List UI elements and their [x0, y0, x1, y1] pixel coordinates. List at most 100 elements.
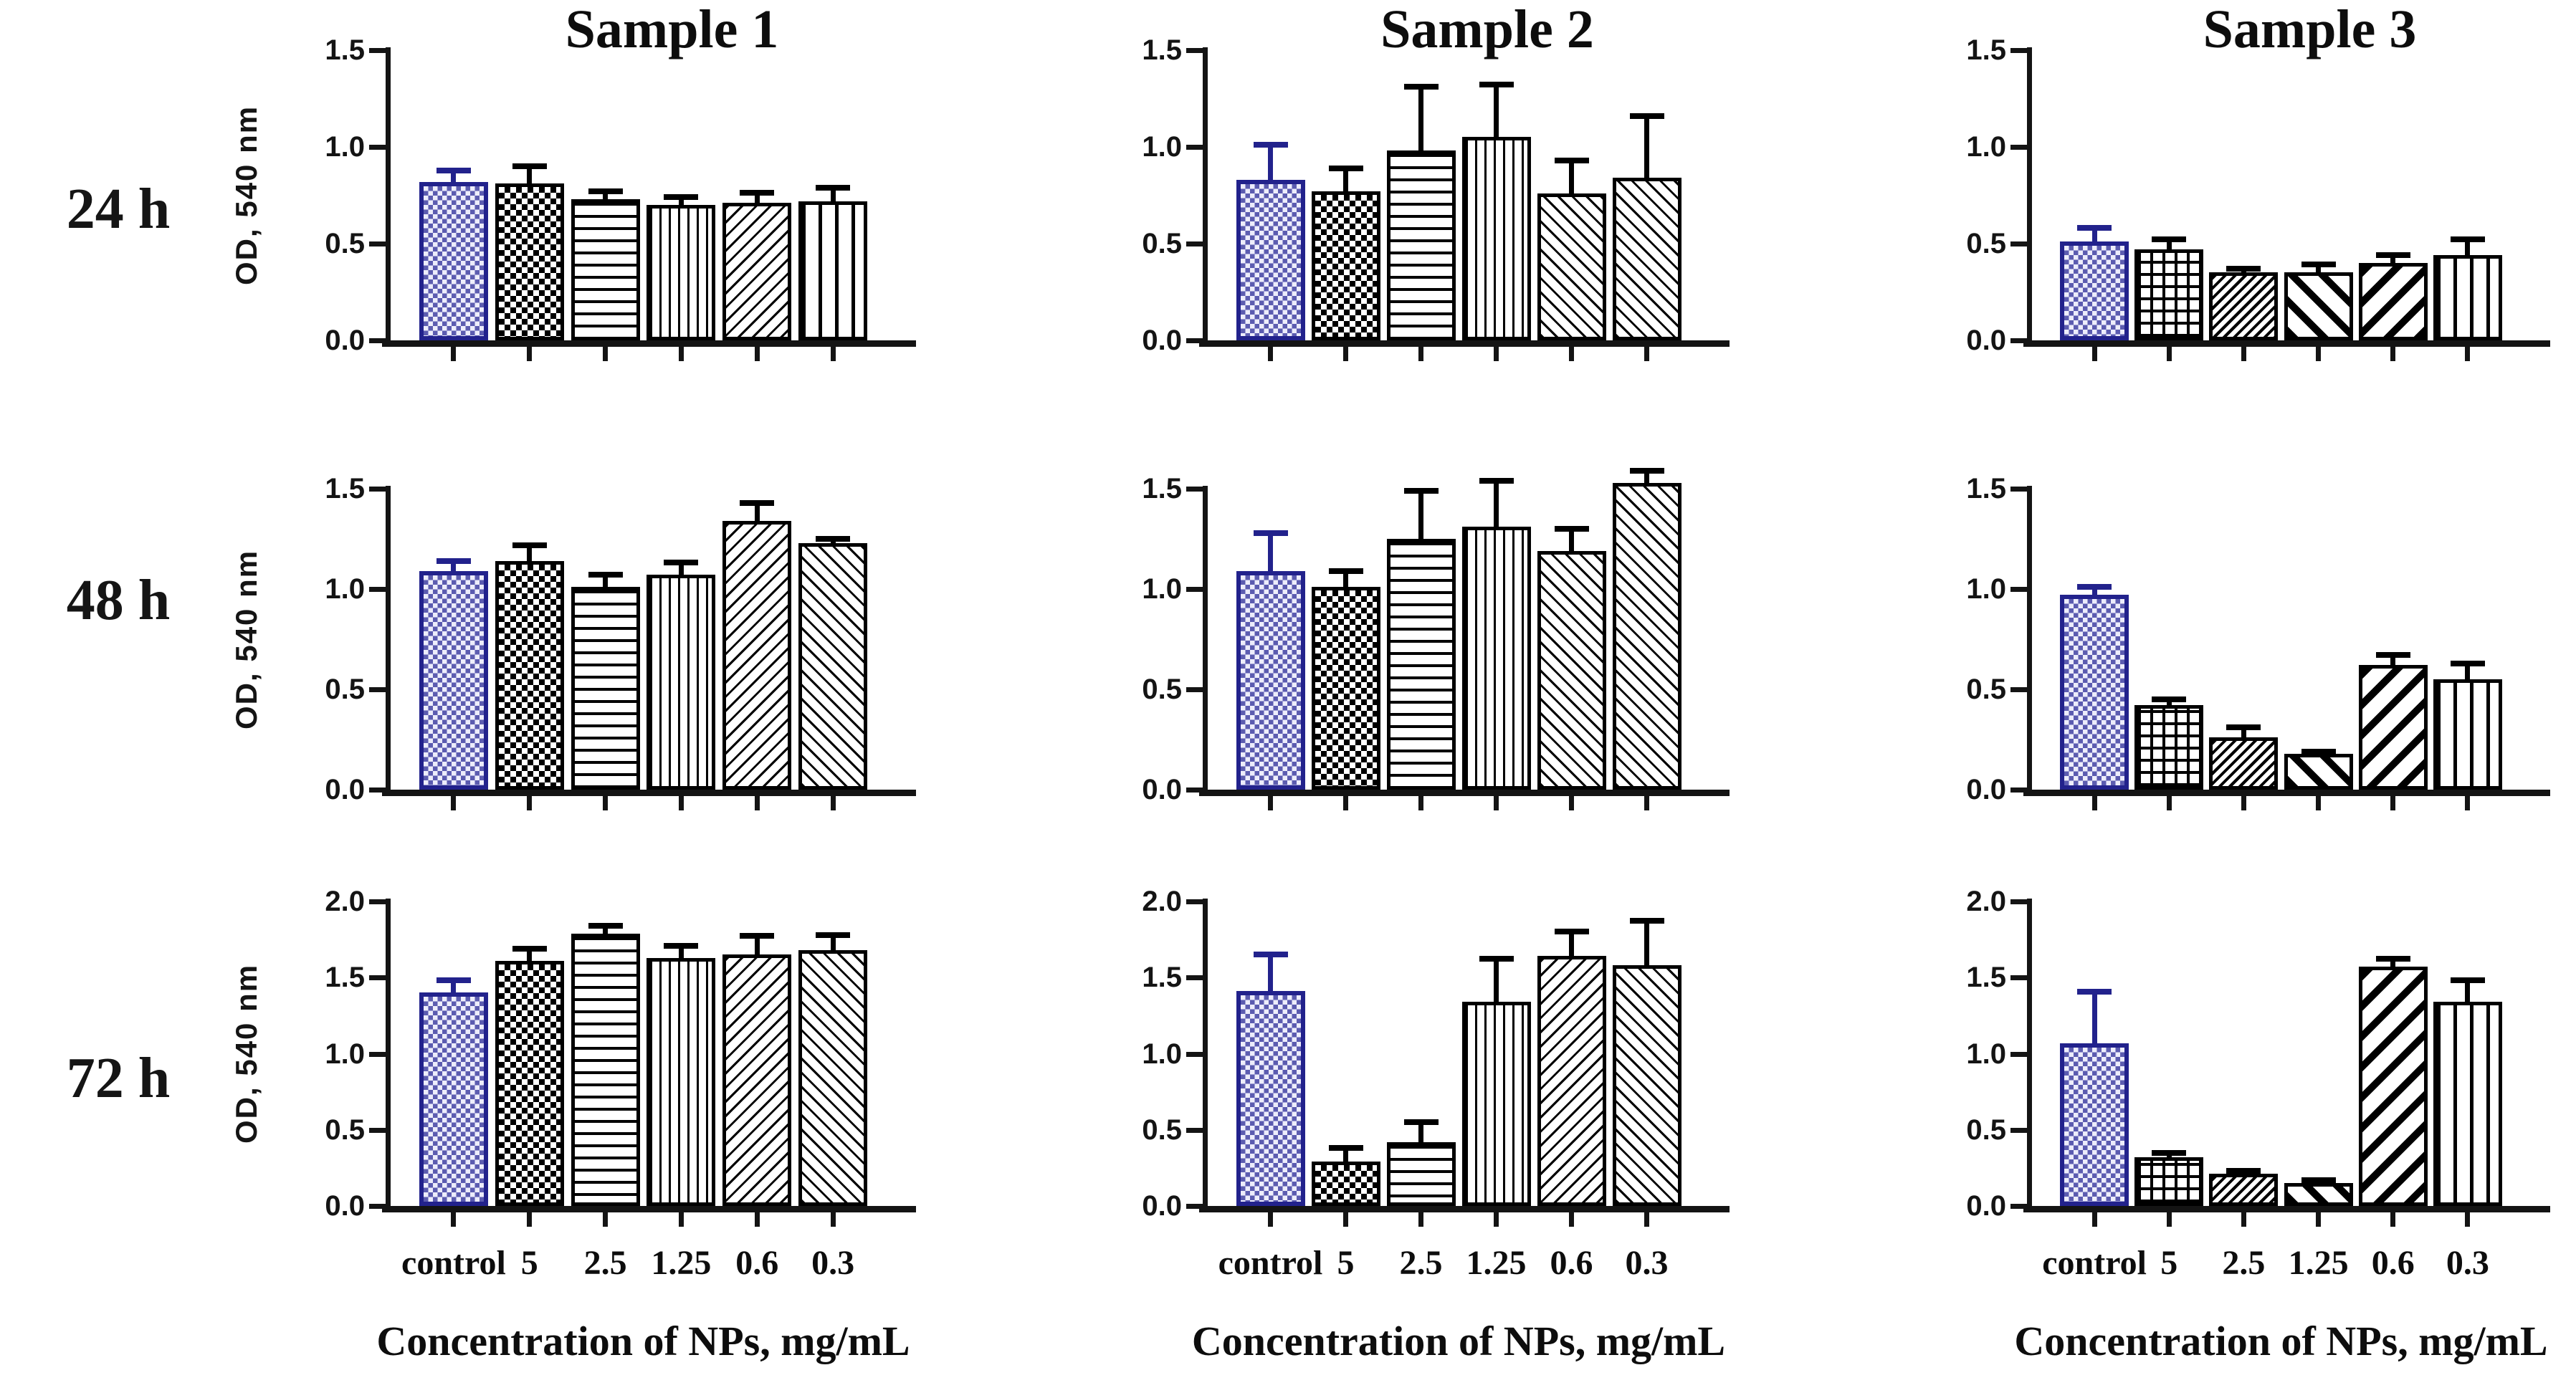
- bar-5: [495, 561, 564, 790]
- bar-5: [495, 183, 564, 340]
- x-tick-mark: [754, 347, 760, 361]
- x-tick-mark: [1494, 796, 1499, 810]
- bar-0.3: [2433, 679, 2502, 790]
- y-tick-label: 0.5: [1966, 674, 2006, 705]
- error-bar-cap: [664, 560, 699, 565]
- y-axis-title: OD, 540 nm: [229, 105, 263, 286]
- bar-5: [1311, 587, 1380, 790]
- error-bar-cap: [2226, 724, 2261, 730]
- x-tick-mark: [678, 796, 684, 810]
- error-bar-cap: [2077, 225, 2112, 231]
- bar-1.25: [2284, 754, 2353, 790]
- error-bar-stem: [603, 575, 609, 590]
- y-tick-mark: [2010, 899, 2028, 904]
- panel-title: Sample 1: [565, 0, 779, 59]
- error-bar-cap: [2450, 977, 2485, 983]
- error-bar-cap: [1403, 84, 1439, 90]
- x-axis-line: [1199, 340, 1730, 347]
- error-bar-stem: [1343, 1148, 1348, 1164]
- error-bar-stem: [754, 193, 760, 206]
- bar-1.25: [2284, 1183, 2353, 1206]
- x-axis-title: Concentration of NPs, mg/mL: [2014, 1318, 2548, 1364]
- error-bar-cap: [1479, 82, 1514, 87]
- y-axis-line: [2027, 899, 2032, 1209]
- bar-control: [1236, 180, 1305, 340]
- y-tick-label: 1.5: [325, 34, 365, 66]
- bar-1.25: [647, 205, 716, 340]
- y-tick-mark: [2010, 787, 2028, 793]
- y-tick-label: 1.5: [1966, 962, 2006, 994]
- y-tick-mark: [2010, 975, 2028, 981]
- error-bar-cap: [436, 977, 471, 983]
- error-bar-stem: [830, 188, 836, 204]
- plot-area: 1.5 1.0 0.5 0.0: [1966, 473, 2550, 810]
- x-tick-mark: [754, 1212, 760, 1227]
- error-bar-cap: [512, 163, 547, 169]
- error-bar-stem: [603, 926, 609, 937]
- error-bar-stem: [1569, 932, 1574, 959]
- error-bar-stem: [2241, 269, 2246, 275]
- chart-sample2-48h: 1.5 1.0 0.5 0.0: [1142, 468, 1730, 810]
- error-bar-stem: [1569, 161, 1574, 196]
- y-tick-mark: [2010, 1204, 2028, 1209]
- error-bar-stem: [1418, 87, 1423, 153]
- error-bar-stem: [2465, 664, 2471, 682]
- error-bar-stem: [603, 191, 609, 202]
- bar-0.3: [1612, 965, 1681, 1206]
- y-axis-line: [386, 486, 391, 793]
- error-bar-stem: [1569, 529, 1574, 554]
- bar-0.6: [722, 203, 792, 340]
- y-tick-mark: [369, 145, 386, 150]
- error-bar-cap: [2301, 749, 2336, 755]
- y-tick-mark: [1186, 687, 1203, 692]
- error-bar-cap: [664, 194, 699, 200]
- error-bar-cap: [1554, 526, 1589, 532]
- x-tick-mark: [527, 796, 533, 810]
- y-tick-label: 2.0: [1142, 886, 1182, 917]
- x-tick-mark: [527, 1212, 533, 1227]
- error-bar-cap: [512, 946, 547, 952]
- error-bar-cap: [2152, 1150, 2187, 1156]
- y-axis-line: [2027, 47, 2032, 343]
- bar-2.5: [2209, 737, 2279, 790]
- x-tick-mark: [2390, 1212, 2396, 1227]
- plot-area: 1.5 1.0 0.5 0.0: [1142, 468, 1730, 810]
- y-tick-mark: [2010, 1051, 2028, 1057]
- x-tick-mark: [754, 796, 760, 810]
- bar-5: [1311, 191, 1380, 340]
- x-tick-mark: [2316, 1212, 2322, 1227]
- y-tick-mark: [369, 487, 386, 492]
- error-bar-cap: [740, 500, 775, 506]
- bar-5: [2134, 249, 2204, 340]
- error-bar-cap: [2226, 266, 2261, 272]
- error-bar-stem: [2091, 228, 2097, 244]
- error-bar-stem: [1644, 921, 1649, 968]
- x-tick-mark: [1343, 1212, 1348, 1227]
- error-bar-cap: [1554, 158, 1589, 163]
- y-tick-label: 0.0: [325, 1190, 365, 1222]
- bar-1.25: [1461, 1002, 1531, 1206]
- error-bar-stem: [1494, 85, 1499, 140]
- x-tick-mark: [2390, 796, 2396, 810]
- bar-control: [419, 182, 488, 340]
- x-axis-line: [2023, 340, 2550, 347]
- error-bar-stem: [2316, 264, 2322, 275]
- error-bar-cap: [1479, 956, 1514, 962]
- y-tick-mark: [369, 241, 386, 246]
- error-bar-cap: [2152, 236, 2187, 242]
- error-bar-stem: [678, 197, 684, 208]
- bar-0.6: [1537, 193, 1606, 340]
- plot-area: 2.0 1.5 1.0 0.5 0.0 control 5 2.5 1.25 0.6 0.3 Conc…: [1142, 886, 1730, 1364]
- bar-0.6: [1537, 551, 1606, 790]
- y-tick-label: 0.5: [1966, 228, 2006, 259]
- error-bar-cap: [1629, 918, 1664, 924]
- x-tick-mark: [2241, 1212, 2246, 1227]
- x-category-label: 5: [1337, 1244, 1355, 1282]
- x-tick-mark: [603, 347, 609, 361]
- y-tick-label: 1.0: [325, 573, 365, 605]
- plot-area: 2.0 1.5 1.0 0.5 0.0 control 5 2.5 1.25 0.6 0.3 Conc…: [1966, 886, 2550, 1364]
- y-tick-mark: [1186, 587, 1203, 592]
- error-bar-stem: [451, 980, 457, 995]
- y-tick-label: 0.5: [325, 228, 365, 259]
- y-tick-label: 0.5: [1142, 674, 1182, 705]
